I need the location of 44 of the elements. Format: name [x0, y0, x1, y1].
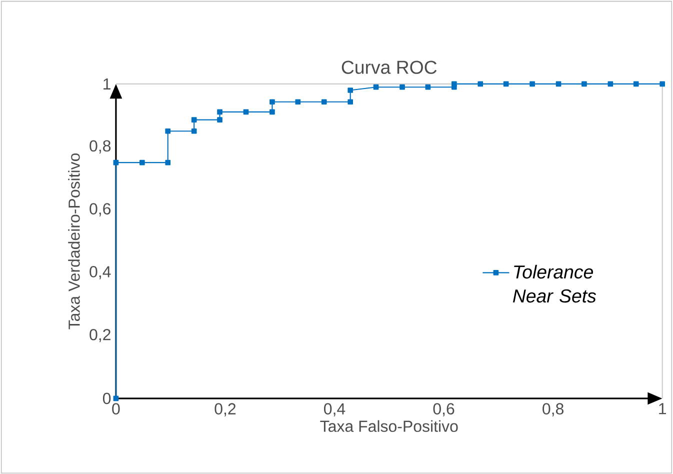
y-tick-label: 0	[102, 392, 111, 404]
point	[452, 81, 457, 86]
point	[321, 99, 327, 104]
x-tick-label: 1	[659, 402, 666, 414]
x-tick-label: 0,6	[433, 402, 454, 416]
y-axis-title: Taxa Verdadeiro-Positivo	[68, 153, 80, 330]
point	[425, 84, 431, 90]
point	[348, 87, 354, 93]
x-tick-label: 0,8	[542, 402, 564, 416]
point	[270, 109, 275, 114]
chart-title: Curva ROC	[342, 60, 437, 74]
point	[608, 81, 614, 86]
point	[348, 99, 354, 104]
point	[191, 116, 197, 122]
point	[478, 81, 484, 86]
point	[295, 99, 301, 104]
x-tick-label: 0,4	[324, 402, 346, 416]
y-tick-label: 1	[104, 78, 110, 90]
point	[270, 99, 275, 104]
point	[191, 128, 197, 134]
point	[530, 81, 535, 86]
point	[217, 116, 222, 122]
point	[243, 109, 249, 114]
point	[582, 81, 587, 86]
point	[503, 81, 509, 86]
point	[165, 128, 171, 134]
y-tick-label: 0,8	[90, 140, 111, 154]
y-tick-label: 0,6	[90, 202, 111, 216]
y-tick-label: 0,4	[90, 266, 111, 280]
y-tick-label: 0,2	[90, 328, 110, 342]
point	[113, 160, 119, 166]
point	[165, 160, 171, 166]
point	[556, 81, 562, 86]
x-tick-label: 0	[112, 402, 120, 414]
point	[217, 109, 222, 114]
point	[633, 81, 639, 86]
point	[660, 81, 666, 86]
x-tick-label: 0,2	[214, 402, 236, 416]
legend-label: Tolerance Near Sets	[512, 264, 596, 302]
point	[113, 396, 119, 401]
point	[140, 160, 145, 166]
point	[400, 84, 405, 90]
x-axis-title: Taxa Falso-Positivo	[320, 420, 458, 432]
point	[373, 84, 379, 90]
